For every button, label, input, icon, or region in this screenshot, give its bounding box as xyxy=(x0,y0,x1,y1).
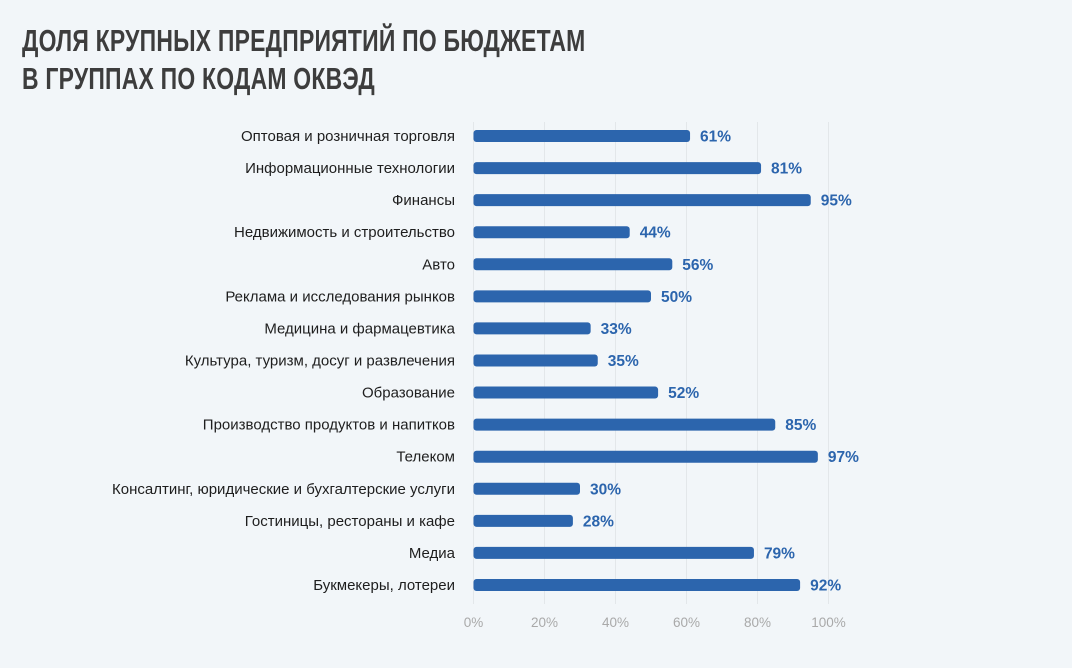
category-label: Реклама и исследования рынков xyxy=(225,288,455,305)
bar xyxy=(473,258,673,271)
bar xyxy=(473,130,691,142)
bar xyxy=(473,546,754,559)
category-label: Финансы xyxy=(392,192,455,209)
x-tick-label: 20% xyxy=(531,615,558,630)
data-label: 33% xyxy=(601,321,632,338)
data-label: 52% xyxy=(668,385,699,402)
data-label: 35% xyxy=(608,353,639,370)
category-label: Информационные технологии xyxy=(245,160,455,177)
category-label: Консалтинг, юридические и бухгалтерские … xyxy=(112,481,455,498)
chart-title-line-1: ДОЛЯ КРУПНЫХ ПРЕДПРИЯТИЙ ПО БЮДЖЕТАМ xyxy=(22,23,586,58)
category-label: Оптовая и розничная торговля xyxy=(241,128,455,145)
data-label: 30% xyxy=(590,481,621,498)
category-label: Медицина и фармацевтика xyxy=(264,320,455,337)
data-label: 79% xyxy=(764,545,795,562)
category-label: Производство продуктов и напитков xyxy=(203,417,455,434)
category-label: Медиа xyxy=(409,545,456,562)
x-tick-label: 60% xyxy=(673,615,700,630)
category-label: Образование xyxy=(362,385,455,402)
bar xyxy=(473,418,776,431)
data-label: 97% xyxy=(828,449,859,466)
category-label: Букмекеры, лотереи xyxy=(313,577,455,594)
bar xyxy=(473,514,573,527)
data-label: 81% xyxy=(771,161,802,178)
bar xyxy=(473,290,651,303)
chart-title-line-2: В ГРУППАХ ПО КОДАМ ОКВЭД xyxy=(22,61,375,96)
data-label: 61% xyxy=(700,129,731,146)
bar xyxy=(473,322,591,335)
data-label: 56% xyxy=(682,257,713,274)
data-label: 50% xyxy=(661,289,692,306)
bar xyxy=(473,482,580,495)
bar xyxy=(473,578,801,591)
data-label: 28% xyxy=(583,513,614,530)
data-label: 92% xyxy=(810,577,841,594)
category-label: Телеком xyxy=(396,449,455,466)
bar xyxy=(473,226,630,239)
data-label: 95% xyxy=(821,193,852,210)
x-tick-label: 40% xyxy=(602,615,629,630)
chart-title: ДОЛЯ КРУПНЫХ ПРЕДПРИЯТИЙ ПО БЮДЖЕТАМ В Г… xyxy=(22,22,585,98)
x-tick-label: 80% xyxy=(744,615,771,630)
category-label: Гостиницы, рестораны и кафе xyxy=(245,513,455,530)
bar xyxy=(473,194,811,207)
bar xyxy=(473,450,818,463)
bar xyxy=(473,354,598,367)
category-label: Культура, туризм, досуг и развлечения xyxy=(185,352,455,369)
data-label: 44% xyxy=(640,225,671,242)
bar xyxy=(473,386,659,399)
category-label: Недвижимость и строительство xyxy=(234,224,455,241)
category-label: Авто xyxy=(422,256,455,273)
data-label: 85% xyxy=(785,417,816,434)
bar xyxy=(473,162,762,175)
x-tick-label: 0% xyxy=(464,615,484,630)
x-tick-label: 100% xyxy=(811,615,846,630)
